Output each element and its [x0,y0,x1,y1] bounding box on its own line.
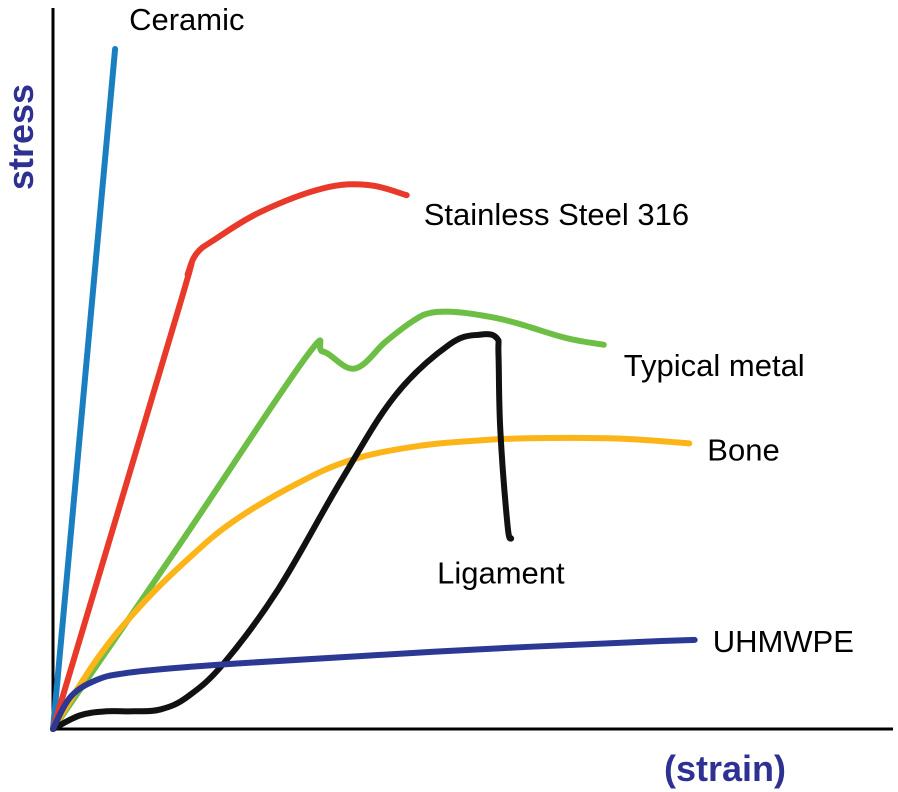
series-label-bone: Bone [707,432,779,467]
series-label-ligament: Ligament [437,556,565,591]
series-group [50,46,698,732]
series-line-ligament [50,331,515,732]
series-label-ceramic: Ceramic [129,2,244,37]
series-label-uhmwpe: UHMWPE [713,624,854,659]
series-line-stainless-steel-316 [50,181,410,732]
series-line-uhmwpe [50,636,698,732]
y-axis-title: stress [0,84,41,190]
series-label-typical-metal: Typical metal [624,348,805,383]
series-line-typical-metal [50,308,607,732]
series-label-stainless-steel-316: Stainless Steel 316 [424,197,689,232]
series-label-group: Ceramic Stainless Steel 316 Typical metal B… [129,2,854,659]
series-line-ceramic [50,46,119,732]
x-axis-title: (strain) [664,748,786,789]
series-line-bone [50,434,693,732]
